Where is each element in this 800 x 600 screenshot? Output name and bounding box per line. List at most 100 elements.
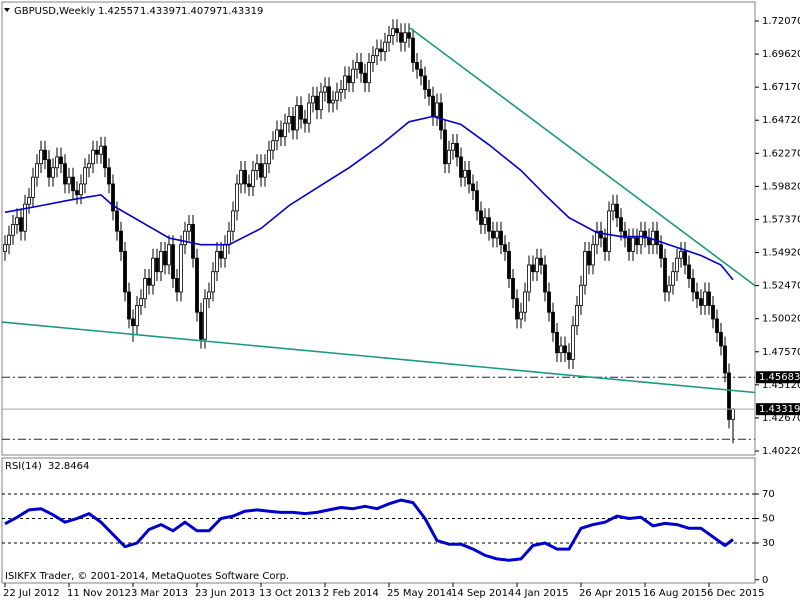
candle-body xyxy=(15,217,19,225)
candle-body xyxy=(435,102,439,117)
candle-body xyxy=(471,183,475,192)
candle-body xyxy=(119,230,123,252)
candle-body xyxy=(463,170,467,178)
candle-body xyxy=(255,163,259,171)
candle-body xyxy=(703,291,707,306)
candle-body xyxy=(363,72,367,84)
y-tick-label: 1.69620 xyxy=(762,49,800,60)
candle-body xyxy=(351,68,355,84)
candle-body xyxy=(459,156,463,178)
candle-body xyxy=(547,291,551,313)
candle-body xyxy=(263,163,267,178)
price-label: 1.43319 xyxy=(759,404,800,415)
candle-body xyxy=(159,251,163,273)
rsi-title: RSI(14) xyxy=(5,461,42,472)
candle-body xyxy=(299,105,303,120)
symbol-title: GBPUSD,Weekly xyxy=(14,6,95,17)
candle-body xyxy=(199,311,203,340)
y-tick-label: 1.40220 xyxy=(762,446,800,457)
candle-body xyxy=(43,149,47,161)
candle-body xyxy=(283,122,287,138)
candle-body xyxy=(311,95,315,104)
candle-body xyxy=(635,237,639,246)
candle-body xyxy=(391,28,395,36)
candle-body xyxy=(387,35,391,43)
candle-body xyxy=(515,298,519,320)
candle-body xyxy=(87,163,91,169)
candle-body xyxy=(527,264,531,293)
x-tick-label: 16 Aug 2015 xyxy=(643,588,707,599)
candle-body xyxy=(495,230,499,239)
candle-body xyxy=(607,210,611,252)
moving-average xyxy=(4,115,734,281)
candle-body xyxy=(467,170,471,185)
rsi-value: 32.8464 xyxy=(48,461,89,472)
candle-body xyxy=(535,257,539,273)
open-value: 1.42557 xyxy=(98,6,139,17)
candle-body xyxy=(651,230,655,246)
candle-body xyxy=(479,210,483,225)
high-value: 1.43397 xyxy=(140,6,181,17)
menu-icon[interactable] xyxy=(4,8,10,12)
candle-body xyxy=(379,48,383,53)
y-tick-label: 1.50020 xyxy=(762,314,800,325)
candle-body xyxy=(719,332,723,347)
candle-body xyxy=(583,251,587,286)
candle-body xyxy=(35,163,39,178)
candle-body xyxy=(707,291,711,306)
candle-body xyxy=(663,257,667,293)
candle-body xyxy=(7,234,11,246)
candle-body xyxy=(55,156,59,169)
price-box xyxy=(756,403,800,416)
candle-body xyxy=(267,149,271,165)
candle-body xyxy=(659,244,663,259)
rsi-line xyxy=(4,498,734,562)
candle-body xyxy=(499,230,503,246)
candle-body xyxy=(359,62,363,74)
candle-body xyxy=(219,251,223,259)
low-value: 1.40797 xyxy=(181,6,222,17)
candle-body xyxy=(71,176,75,192)
candle-body xyxy=(611,203,615,212)
candle-body xyxy=(439,102,443,131)
candle-body xyxy=(447,149,451,165)
x-tick-label: 26 Apr 2015 xyxy=(579,588,641,599)
y-tick-label: 1.59820 xyxy=(762,181,800,192)
candle-body xyxy=(239,170,243,185)
candle-body xyxy=(615,203,619,219)
candle-body xyxy=(291,116,295,131)
candle-body xyxy=(139,298,143,306)
y-tick-label: 1.52470 xyxy=(762,281,800,292)
candle-body xyxy=(431,95,435,117)
candle-body xyxy=(323,86,327,93)
candle-body xyxy=(151,257,155,286)
candle-body xyxy=(11,224,15,236)
candle-body xyxy=(287,116,291,124)
candle-body xyxy=(631,237,635,252)
candle-body xyxy=(695,291,699,300)
candle-body xyxy=(231,210,235,232)
candle-body xyxy=(691,278,695,293)
rsi-pane xyxy=(1,457,756,584)
candle-body xyxy=(279,129,283,138)
candle-body xyxy=(19,217,23,232)
candle-body xyxy=(355,62,359,70)
candle-body xyxy=(191,224,195,259)
candle-body xyxy=(163,251,167,266)
x-tick-label: 2 Feb 2014 xyxy=(323,588,379,599)
candle-body xyxy=(39,149,43,165)
candle-body xyxy=(603,237,607,252)
y-tick-label: 1.54920 xyxy=(762,248,800,259)
candle-body xyxy=(571,325,575,360)
candle-body xyxy=(367,62,371,84)
candle-body xyxy=(687,264,691,279)
candle-body xyxy=(699,298,703,306)
candle-body xyxy=(247,183,251,188)
candle-body xyxy=(195,257,199,313)
candle-body xyxy=(595,230,599,246)
y-tick-label: 0 xyxy=(762,575,768,586)
candle-body xyxy=(23,203,27,232)
